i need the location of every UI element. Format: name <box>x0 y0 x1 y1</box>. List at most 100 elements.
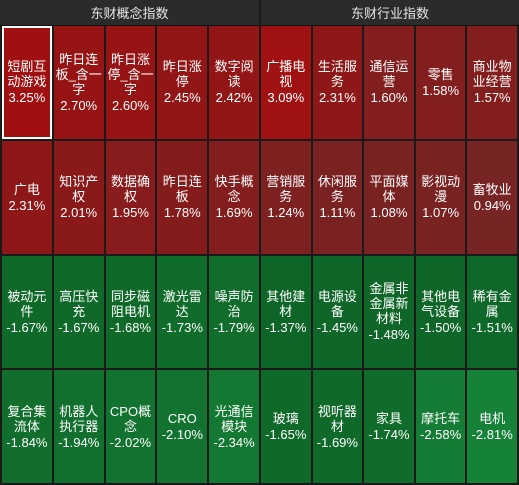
tile-change-pct: 1.58% <box>422 82 460 98</box>
tile-name: 广播电 视 <box>266 59 306 90</box>
tile-change-pct: -2.02% <box>109 434 152 450</box>
panel-title-concept: 东财概念指数 <box>0 0 259 26</box>
tile-change-pct: -1.67% <box>6 319 48 335</box>
tile-change-pct: 1.08% <box>370 205 408 221</box>
tile-change-pct: -1.51% <box>471 319 513 335</box>
tile-change-pct: -1.37% <box>265 319 307 335</box>
tile-name: 畜牧业 <box>472 181 512 197</box>
tile-name: 数据确 权 <box>110 174 150 205</box>
tile-change-pct: -2.58% <box>419 427 462 443</box>
heatmap-tile[interactable]: 视听器 材 -1.69% <box>312 370 363 483</box>
heatmap-tile[interactable]: 昨日涨 停 2.45% <box>157 26 208 139</box>
panel-title-industry: 东财行业指数 <box>261 0 519 26</box>
tile-name: 玻璃 <box>272 411 299 427</box>
tile-change-pct: -2.10% <box>161 427 203 443</box>
tile-name: 昨日连 板 <box>162 174 202 205</box>
heatmap-tile[interactable]: 高压快 充 -1.67% <box>53 255 104 369</box>
heatmap-tile[interactable]: 知识产 权 2.01% <box>53 140 104 254</box>
heatmap-tile[interactable]: 休闲服 务 1.11% <box>312 140 363 254</box>
heatmap-tile[interactable]: 平面媒 体 1.08% <box>364 140 414 254</box>
tile-name: 快手概 念 <box>214 174 254 205</box>
heatmap-tile[interactable]: 畜牧业 0.94% <box>467 140 517 254</box>
tile-change-pct: 2.31% <box>8 197 46 213</box>
heatmap-tile[interactable]: 生活服 务 2.31% <box>312 26 363 139</box>
heatmap-tile[interactable]: 稀有金 属 -1.51% <box>467 255 517 369</box>
tile-name: 昨日涨 停_含一 字 <box>107 51 154 97</box>
heatmap-tile[interactable]: 复合集 流体 -1.84% <box>2 370 52 483</box>
heatmap-tile[interactable]: CPO概 念 -2.02% <box>105 370 156 483</box>
tile-change-pct: -1.50% <box>419 319 462 335</box>
tile-name: 商业物 业经营 <box>472 59 512 90</box>
tile-change-pct: 2.01% <box>60 205 98 221</box>
tile-name: 激光雷 达 <box>162 288 202 319</box>
heatmap-tile[interactable]: 其他建 材 -1.37% <box>261 255 311 369</box>
tile-change-pct: 0.94% <box>473 197 511 213</box>
heatmap-tile[interactable]: 昨日涨 停_含一 字 2.60% <box>105 26 156 139</box>
tile-change-pct: -2.34% <box>213 434 255 450</box>
tile-change-pct: 1.57% <box>473 90 511 106</box>
heatmap-tile[interactable]: 数据确 权 1.95% <box>105 140 156 254</box>
tile-name: 短剧互 动游戏 <box>7 59 47 90</box>
heatmap-tile[interactable]: 摩托车 -2.58% <box>415 370 466 483</box>
tile-change-pct: -1.73% <box>161 319 203 335</box>
tile-change-pct: -1.84% <box>6 434 48 450</box>
tile-change-pct: 1.78% <box>163 205 201 221</box>
heatmap-tile[interactable]: 短剧互 动游戏 3.25% <box>2 26 52 139</box>
tile-name: 高压快 充 <box>59 288 99 319</box>
heatmap-tile[interactable]: 昨日连 板_含一 字 2.70% <box>53 26 104 139</box>
heatmap-tile[interactable]: 激光雷 达 -1.73% <box>157 255 208 369</box>
tile-name: 稀有金 属 <box>472 288 512 319</box>
tile-change-pct: 1.95% <box>112 205 149 221</box>
heatmap-tile[interactable]: 机器人 执行器 -1.94% <box>53 370 104 483</box>
heatmap-tile[interactable]: 广播电 视 3.09% <box>261 26 311 139</box>
heatmap-tile[interactable]: 被动元 件 -1.67% <box>2 255 52 369</box>
heatmap-tile[interactable]: 数字阅 读 2.42% <box>209 26 259 139</box>
tile-name: 复合集 流体 <box>7 403 47 434</box>
tile-name: 影视动 漫 <box>421 174 461 205</box>
heatmap-tile[interactable]: 零售 1.58% <box>415 26 466 139</box>
tile-change-pct: 3.25% <box>8 90 46 106</box>
tile-name: 生活服 务 <box>317 59 357 90</box>
heatmap-tile[interactable]: 其他电 气设备 -1.50% <box>415 255 466 369</box>
tile-change-pct: -1.67% <box>58 319 100 335</box>
tile-name: 机器人 执行器 <box>59 403 99 434</box>
tile-name: 同步磁 阻电机 <box>110 288 150 319</box>
heatmap-tile[interactable]: 通信运 营 1.60% <box>364 26 414 139</box>
heatmap-tile[interactable]: 电机 -2.81% <box>467 370 517 483</box>
heatmap-tile[interactable]: 商业物 业经营 1.57% <box>467 26 517 139</box>
tile-name: 广电 <box>13 181 40 197</box>
tile-name: 视听器 材 <box>317 403 357 434</box>
tile-name: 昨日连 板_含一 字 <box>55 51 102 97</box>
tile-change-pct: 1.69% <box>215 205 253 221</box>
tile-change-pct: 1.07% <box>422 205 460 221</box>
heatmap-tile[interactable]: 昨日连 板 1.78% <box>157 140 208 254</box>
tile-name: CRO <box>167 411 197 427</box>
tile-change-pct: -1.69% <box>316 434 358 450</box>
tile-change-pct: 2.60% <box>112 97 149 113</box>
heatmap-tile[interactable]: 家具 -1.74% <box>364 370 414 483</box>
industry-index-grid: 广播电 视 3.09% 生活服 务 2.31% 通信运 营 1.60% 零售 1.58% 商业物… <box>261 26 517 483</box>
heatmap-tile[interactable]: 光通信 模块 -2.34% <box>209 370 259 483</box>
heatmap-tile[interactable]: 金属非 金属新 材料 -1.48% <box>364 255 414 369</box>
tile-name: 电机 <box>479 411 506 427</box>
heatmap-tile[interactable]: 电源设 备 -1.45% <box>312 255 363 369</box>
tile-name: 数字阅 读 <box>214 59 254 90</box>
tile-name: 营销服 务 <box>266 174 306 205</box>
tile-change-pct: 1.24% <box>267 205 305 221</box>
tile-name: CPO概 念 <box>109 403 152 434</box>
heatmap-tile[interactable]: CRO -2.10% <box>157 370 208 483</box>
tile-name: 光通信 模块 <box>214 403 254 434</box>
tile-name: 平面媒 体 <box>369 174 409 205</box>
heatmap-tile[interactable]: 广电 2.31% <box>2 140 52 254</box>
tile-change-pct: -1.45% <box>316 319 358 335</box>
tile-name: 噪声防 治 <box>214 288 254 319</box>
heatmap-tile[interactable]: 玻璃 -1.65% <box>261 370 311 483</box>
heatmap-tile[interactable]: 快手概 念 1.69% <box>209 140 259 254</box>
tile-change-pct: 3.09% <box>267 90 305 106</box>
heatmap-tile[interactable]: 营销服 务 1.24% <box>261 140 311 254</box>
heatmap-tile[interactable]: 噪声防 治 -1.79% <box>209 255 259 369</box>
heatmap-tile[interactable]: 影视动 漫 1.07% <box>415 140 466 254</box>
tile-name: 其他建 材 <box>266 288 306 319</box>
tile-name: 零售 <box>427 66 454 82</box>
heatmap-tile[interactable]: 同步磁 阻电机 -1.68% <box>105 255 156 369</box>
